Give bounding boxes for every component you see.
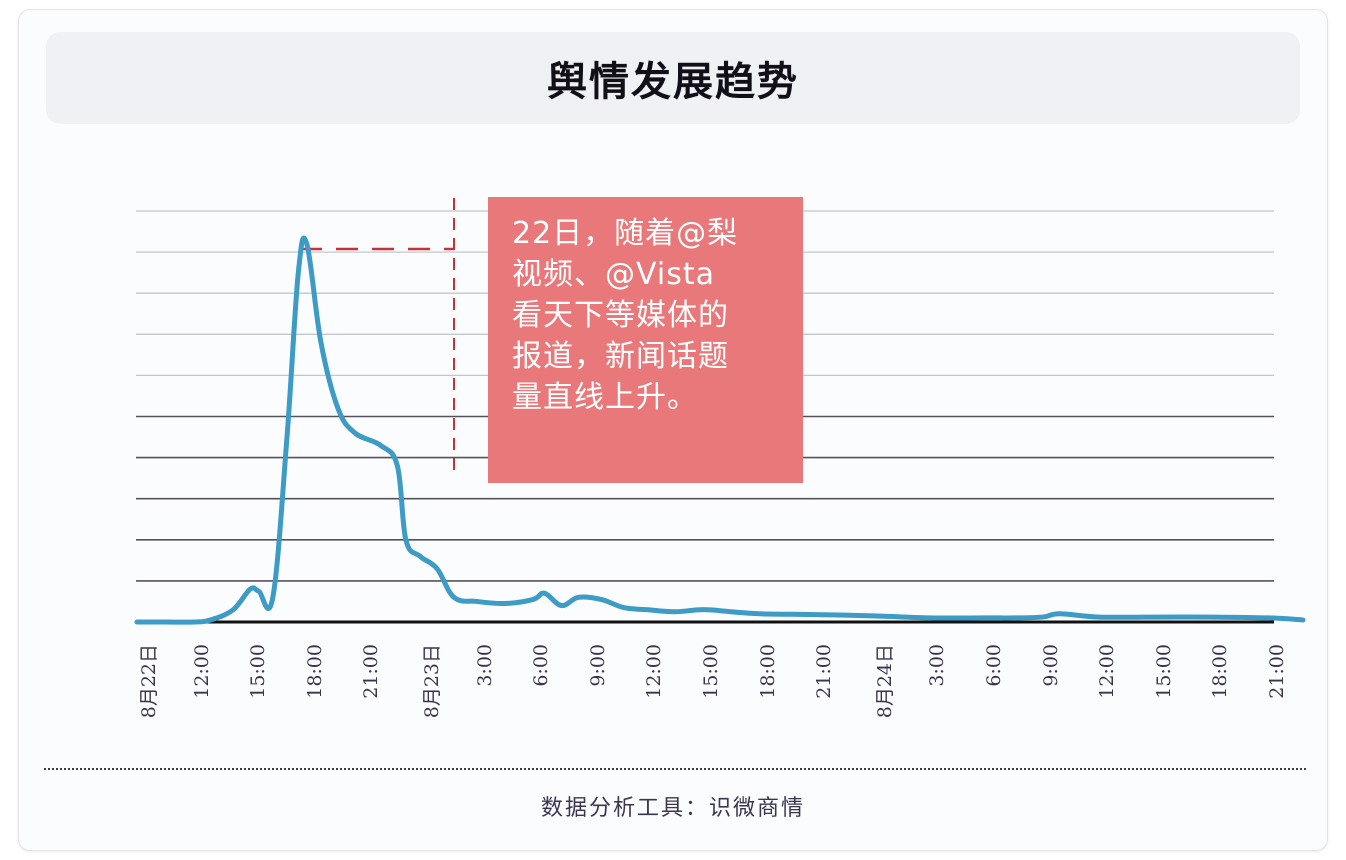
x-tick-label: 6:00 — [530, 644, 553, 687]
x-tick-label: 18:00 — [756, 644, 779, 699]
x-tick-label: 8月22日 — [138, 644, 160, 719]
annotation-line: 看天下等媒体的 — [512, 298, 729, 333]
annotation-line: 22日，随着@梨 — [512, 216, 739, 251]
x-tick-label: 6:00 — [983, 644, 1005, 687]
x-tick-label: 18:00 — [303, 644, 326, 699]
x-tick-label: 18:00 — [1209, 644, 1232, 699]
series-line — [134, 235, 1306, 625]
x-tick-label: 9:00 — [586, 644, 609, 687]
annotation-line: 视频、@Vista — [512, 257, 715, 292]
divider — [44, 768, 1306, 770]
x-tick-label: 3:00 — [926, 644, 949, 687]
annotation-box: 22日，随着@梨 视频、@Vista 看天下等媒体的 报道，新闻话题 量直线上升… — [488, 197, 803, 483]
x-tick-label: 15:00 — [1152, 644, 1175, 699]
annotation-line: 报道，新闻话题 — [512, 339, 729, 374]
x-tick-label: 9:00 — [1039, 644, 1062, 687]
x-tick-label: 12:00 — [643, 644, 666, 699]
x-tick-label: 21:00 — [813, 644, 836, 699]
chart-title: 舆情发展趋势 — [547, 59, 799, 105]
data-source: 数据分析工具：识微商情 — [540, 796, 805, 821]
x-tick-label: 15:00 — [700, 644, 722, 699]
annotation-line: 量直线上升。 — [512, 380, 698, 415]
x-tick-label: 12:00 — [190, 644, 213, 699]
x-tick-label: 8月23日 — [421, 644, 443, 719]
x-tick-label: 21:00 — [360, 644, 383, 699]
title-bar: 舆情发展趋势 — [46, 32, 1300, 124]
x-tick-label: 12:00 — [1096, 644, 1119, 699]
x-tick-label: 15:00 — [247, 644, 270, 699]
x-tick-label: 3:00 — [473, 644, 496, 687]
x-tick-label: 21:00 — [1266, 644, 1288, 699]
x-tick-label: 8月24日 — [873, 644, 896, 719]
